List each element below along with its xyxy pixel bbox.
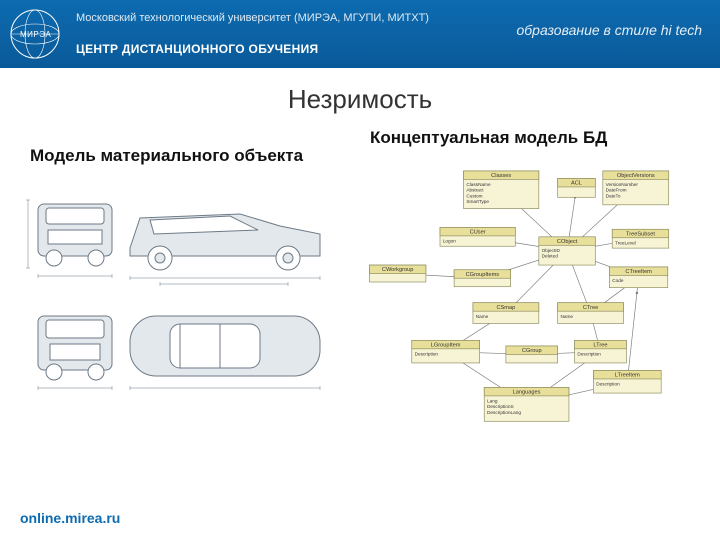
erd-diagram: ClassesClassNameAbstractCustomSmartType A… [360,158,680,438]
svg-text:LTree: LTree [593,343,607,349]
svg-text:CGroup: CGroup [522,348,542,354]
slide-title: Незримость [0,84,720,115]
svg-text:DateTo: DateTo [606,194,621,199]
svg-text:Description: Description [415,352,439,357]
svg-text:ObjectVersions: ObjectVersions [617,173,655,179]
svg-text:CGroupItems: CGroupItems [466,272,500,278]
footer-url: online.mirea.ru [20,510,120,526]
svg-text:Code: Code [612,278,624,283]
svg-text:CTree: CTree [583,305,598,311]
svg-text:CSmap: CSmap [496,305,515,311]
tagline: образование в стиле hi tech [517,22,702,38]
svg-text:VersionNumber: VersionNumber [606,182,639,187]
svg-text:TreeLevel: TreeLevel [615,241,636,246]
svg-text:Custom: Custom [466,194,482,199]
svg-text:CWorkgroup: CWorkgroup [382,267,413,273]
car-blueprint [20,176,340,456]
left-heading: Модель материального объекта [20,145,360,166]
svg-text:Languages: Languages [513,390,541,396]
svg-text:LGroupItem: LGroupItem [431,343,461,349]
svg-text:Name: Name [560,314,573,319]
svg-text:CUser: CUser [470,230,486,236]
right-column: Концептуальная модель БД ClassesClassNam… [360,127,700,461]
slide-header: МИРЭА Московский технологический универс… [0,0,720,68]
content-row: Модель материального объекта [0,115,720,461]
svg-text:Description: Description [577,352,601,357]
svg-text:ClassName: ClassName [466,182,491,187]
svg-text:ObjectID: ObjectID [542,248,561,253]
logo-label: МИРЭА [20,30,51,39]
svg-text:Lang: Lang [487,399,498,404]
svg-text:Deleted: Deleted [542,254,559,259]
svg-text:CTreeItem: CTreeItem [625,269,652,275]
svg-text:Abstract: Abstract [466,188,484,193]
svg-text:Description: Description [596,382,620,387]
svg-text:Classes: Classes [491,173,511,179]
svg-text:SmartType: SmartType [466,199,489,204]
svg-text:DescriptionLang: DescriptionLang [487,410,521,415]
center-name: ЦЕНТР ДИСТАНЦИОННОГО ОБУЧЕНИЯ [76,42,720,56]
svg-text:ACL: ACL [571,181,582,187]
svg-text:DateFrom: DateFrom [606,188,627,193]
svg-text:LTreeItem: LTreeItem [615,373,640,379]
left-column: Модель материального объекта [20,127,360,461]
svg-text:TreeSubset: TreeSubset [626,232,655,238]
svg-text:CObject: CObject [557,239,578,245]
svg-text:Name: Name [476,314,489,319]
svg-text:Logon: Logon [443,239,456,244]
svg-text:DescriptionS: DescriptionS [487,404,514,409]
right-heading: Концептуальная модель БД [360,127,700,148]
